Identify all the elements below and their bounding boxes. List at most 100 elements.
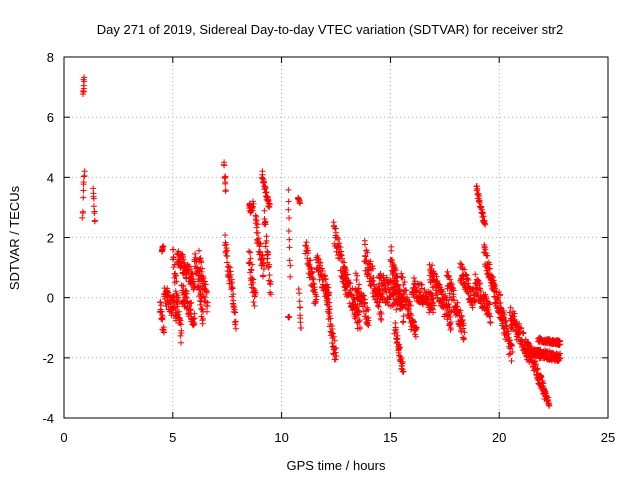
data-point: [255, 235, 262, 242]
data-point: [296, 298, 303, 305]
data-point: [232, 325, 239, 332]
data-point: [400, 313, 407, 320]
data-point: [175, 294, 182, 301]
data-point: [398, 355, 405, 362]
data-point: [222, 179, 229, 186]
data-point: [471, 298, 478, 305]
data-point: [252, 212, 259, 219]
data-point: [503, 317, 510, 324]
data-point: [439, 288, 446, 295]
data-point: [247, 255, 254, 262]
data-point: [260, 265, 267, 272]
data-point: [347, 280, 354, 287]
data-point: [322, 276, 329, 283]
data-point: [307, 264, 314, 271]
data-point: [325, 308, 332, 315]
data-point: [534, 365, 541, 372]
data-point: [482, 246, 489, 253]
data-point: [410, 275, 417, 282]
data-point: [367, 282, 374, 289]
data-point: [469, 285, 476, 292]
data-point: [287, 262, 294, 269]
data-point: [245, 248, 252, 255]
data-point: [313, 296, 320, 303]
data-point: [449, 284, 456, 291]
data-point: [356, 317, 363, 324]
data-point: [486, 265, 493, 272]
data-point: [379, 281, 386, 288]
data-point: [497, 299, 504, 306]
data-point: [400, 318, 407, 325]
data-point: [204, 303, 211, 310]
data-point: [91, 218, 98, 225]
data-point: [81, 168, 88, 175]
data-point: [157, 299, 164, 306]
data-point: [511, 310, 518, 317]
data-point: [286, 236, 293, 243]
data-point: [164, 288, 171, 295]
data-point: [352, 270, 359, 277]
data-point: [285, 186, 292, 193]
data-point: [491, 293, 498, 300]
data-point: [474, 185, 481, 192]
data-point: [404, 305, 411, 312]
data-point: [492, 285, 499, 292]
data-point: [444, 312, 451, 319]
data-point: [362, 299, 369, 306]
data-point: [482, 221, 489, 228]
data-point: [158, 302, 165, 309]
data-point: [349, 299, 356, 306]
data-point: [285, 227, 292, 234]
data-point: [203, 289, 210, 296]
data-point: [174, 303, 181, 310]
data-point: [515, 334, 522, 341]
data-point: [436, 281, 443, 288]
data-point: [296, 200, 303, 207]
data-point: [173, 272, 180, 279]
data-point: [297, 304, 304, 311]
data-point: [252, 291, 259, 298]
data-point: [349, 285, 356, 292]
data-point: [331, 346, 338, 353]
data-point: [447, 319, 454, 326]
data-point: [337, 244, 344, 251]
data-point: [474, 293, 481, 300]
data-point: [329, 326, 336, 333]
data-point: [286, 244, 293, 251]
data-point: [160, 329, 167, 336]
data-point: [371, 281, 378, 288]
data-point: [259, 273, 266, 280]
data-point: [454, 299, 461, 306]
data-point: [160, 324, 167, 331]
data-point: [177, 256, 184, 263]
data-point: [399, 358, 406, 365]
data-point: [401, 278, 408, 285]
data-point: [265, 251, 272, 258]
data-point: [438, 291, 445, 298]
data-point: [341, 263, 348, 270]
data-point: [398, 363, 405, 370]
data-point: [315, 255, 322, 262]
data-point: [222, 173, 229, 180]
data-point: [430, 309, 437, 316]
data-point: [485, 310, 492, 317]
data-point: [190, 275, 197, 282]
data-point: [80, 85, 87, 92]
data-point: [159, 314, 166, 321]
data-point: [232, 318, 239, 325]
data-point: [399, 319, 406, 326]
data-point: [365, 306, 372, 313]
axis-ticks: 0 5 10 15 20 25 -4 -2 0 2 4 6 8: [42, 50, 615, 445]
y-tick-label: -4: [42, 411, 54, 426]
data-point: [327, 315, 334, 322]
data-point: [230, 303, 237, 310]
data-point: [249, 198, 256, 205]
data-point: [254, 221, 261, 228]
data-point: [188, 299, 195, 306]
data-point: [392, 324, 399, 331]
data-point: [516, 320, 523, 327]
data-point: [378, 310, 385, 317]
data-point: [285, 198, 292, 205]
data-point: [323, 286, 330, 293]
data-point: [537, 373, 544, 380]
